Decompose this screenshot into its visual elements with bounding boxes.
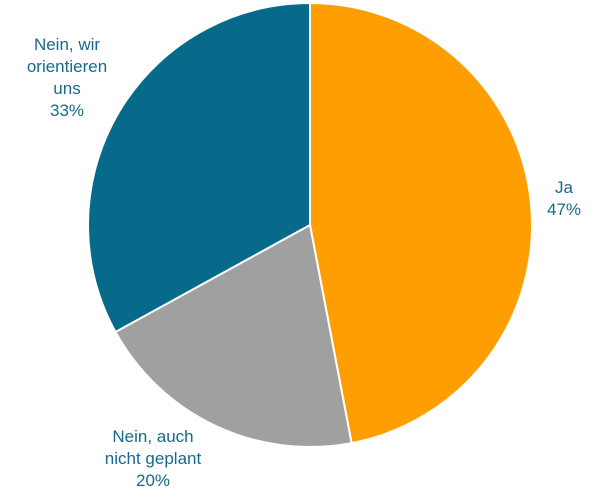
slice-label-orientieren-value: 33%	[49, 101, 85, 120]
slice-label-nicht-geplant: Nein, auch nicht geplant 20%	[78, 426, 228, 492]
slice-label-orientieren-line-3: uns	[53, 79, 81, 98]
slice-label-nicht-geplant-line-2: nicht geplant	[104, 449, 202, 468]
slice-label-nicht-geplant-line-1: Nein, auch	[112, 427, 194, 446]
slice-label-ja-value: 47%	[546, 200, 582, 219]
slice-label-orientieren: Nein, wir orientieren uns 33%	[2, 34, 132, 122]
slice-label-ja: Ja 47%	[534, 177, 594, 221]
slice-label-orientieren-line-2: orientieren	[26, 57, 108, 76]
pie-slice-2	[87, 1, 311, 334]
slice-label-nicht-geplant-value: 20%	[135, 471, 171, 490]
slice-label-ja-line-1: Ja	[555, 178, 573, 197]
slice-label-orientieren-line-1: Nein, wir	[33, 35, 101, 54]
pie-slice-1	[114, 223, 353, 448]
pie-slice-0	[309, 1, 534, 445]
